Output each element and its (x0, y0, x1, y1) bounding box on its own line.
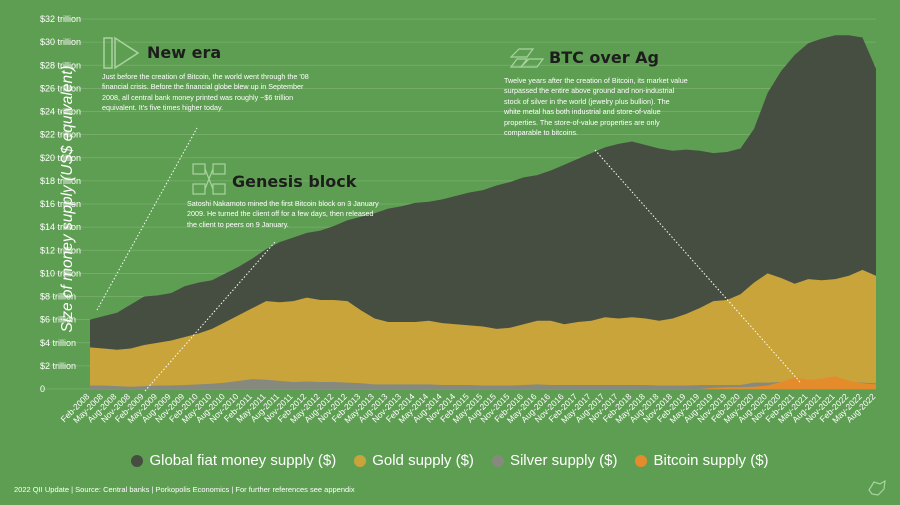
footer-source: 2022 QII Update | Source: Central banks … (14, 485, 355, 494)
y-tick-label: $18 trillion (40, 176, 81, 186)
btc-over-ag-text: Twelve years after the creation of Bitco… (504, 76, 688, 138)
legend-label-fiat: Global fiat money supply ($) (149, 452, 337, 469)
blocks-network-icon (192, 163, 226, 195)
area-series-silver (90, 379, 876, 389)
y-tick-label: $22 trillion (40, 130, 81, 140)
new-era-text: Just before the creation of Bitcoin, the… (102, 72, 309, 113)
new-era-leader (96, 127, 198, 311)
genesis-leader (144, 241, 276, 392)
y-tick-label: $12 trillion (40, 245, 81, 255)
btc-over-ag-leader (594, 149, 801, 383)
legend-item-bitcoin: Bitcoin supply ($) (635, 452, 769, 469)
y-tick-label: $20 trillion (40, 153, 81, 163)
y-tick-label: $32 trillion (40, 14, 81, 24)
bullion-bars-icon (509, 48, 545, 68)
play-arrows-icon (103, 36, 140, 70)
legend-label-bitcoin: Bitcoin supply ($) (653, 452, 769, 469)
legend-item-gold: Gold supply ($) (354, 452, 474, 469)
legend: Global fiat money supply ($) Gold supply… (0, 452, 900, 469)
legend-swatch-silver (491, 454, 504, 467)
y-tick-label: 0 (40, 384, 45, 394)
y-tick-label: $30 trillion (40, 37, 81, 47)
y-tick-label: $8 trillion (40, 292, 76, 302)
legend-swatch-fiat (131, 454, 144, 467)
y-tick-label: $14 trillion (40, 222, 81, 232)
y-tick-label: $10 trillion (40, 268, 81, 278)
legend-item-silver: Silver supply ($) (491, 452, 618, 469)
legend-label-silver: Silver supply ($) (509, 452, 618, 469)
area-series-fiat (90, 35, 876, 389)
y-tick-label: $16 trillion (40, 199, 81, 209)
legend-swatch-gold (354, 454, 367, 467)
y-tick-label: $4 trillion (40, 338, 76, 348)
y-tick-label: $24 trillion (40, 107, 81, 117)
y-tick-label: $6 trillion (40, 315, 76, 325)
genesis-block-title: Genesis block (232, 172, 357, 191)
btc-over-ag-title: BTC over Ag (549, 48, 659, 67)
area-series-gold (90, 269, 876, 389)
logo-icon (868, 479, 886, 496)
legend-item-fiat: Global fiat money supply ($) (131, 452, 336, 469)
legend-swatch-bitcoin (635, 454, 648, 467)
y-tick-label: $2 trillion (40, 361, 76, 371)
genesis-block-text: Satoshi Nakamoto mined the first Bitcoin… (187, 199, 379, 229)
y-tick-label: $26 trillion (40, 83, 81, 93)
new-era-title: New era (147, 43, 222, 62)
legend-label-gold: Gold supply ($) (372, 452, 474, 469)
area-series-bitcoin (90, 376, 876, 389)
y-axis-label: Size of money supply (US$ equivalent) (59, 65, 76, 333)
y-tick-label: $28 trillion (40, 60, 81, 70)
